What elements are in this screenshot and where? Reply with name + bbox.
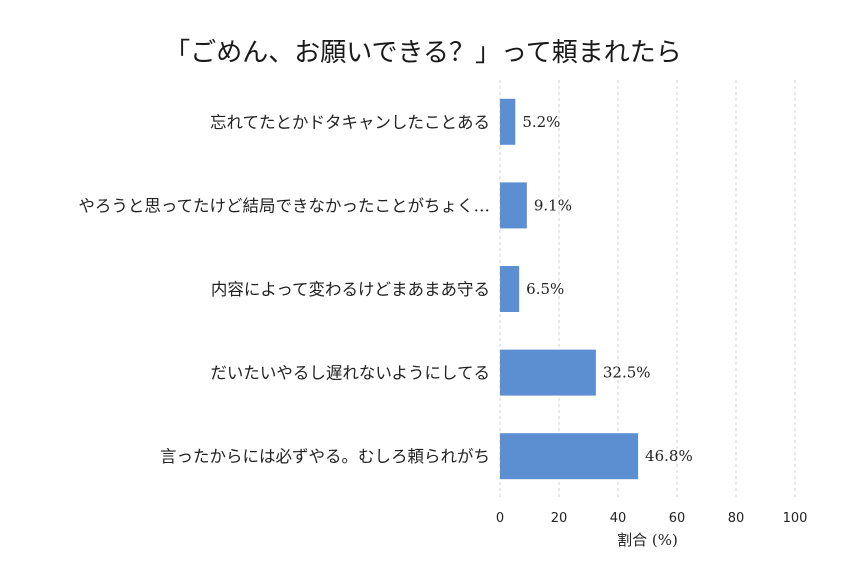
x-tick-label: 0	[496, 511, 504, 526]
bar	[500, 98, 516, 145]
category-label: 内容によって変わるけどまあまあ守る	[211, 280, 490, 299]
bar	[500, 349, 596, 396]
x-tick-label: 100	[783, 511, 808, 526]
x-axis-label: 割合 (%)	[617, 531, 678, 549]
bar	[500, 182, 527, 229]
category-label: だいたいやるし遅れないようにしてる	[210, 364, 490, 383]
chart-title: 「ごめん、お願いできる？」って頼まれたら	[164, 38, 682, 68]
category-label: やろうと思ってたけど結局できなかったことがちょく…	[78, 196, 490, 215]
data-label: 9.1%	[534, 196, 572, 214]
data-label: 6.5%	[526, 280, 564, 298]
bar	[500, 433, 639, 480]
bar	[500, 266, 520, 312]
x-tick-label: 40	[610, 511, 627, 526]
x-tick-label: 80	[728, 511, 745, 526]
category-label: 言ったからには必ずやる。むしろ頼られがち	[160, 447, 490, 466]
category-label: 忘れてたとかドタキャンしたことある	[210, 113, 490, 132]
data-label: 32.5%	[603, 364, 651, 382]
data-label: 46.8%	[645, 447, 693, 465]
data-label: 5.2%	[522, 113, 560, 131]
x-tick-label: 60	[669, 511, 686, 526]
x-tick-label: 20	[551, 511, 568, 526]
